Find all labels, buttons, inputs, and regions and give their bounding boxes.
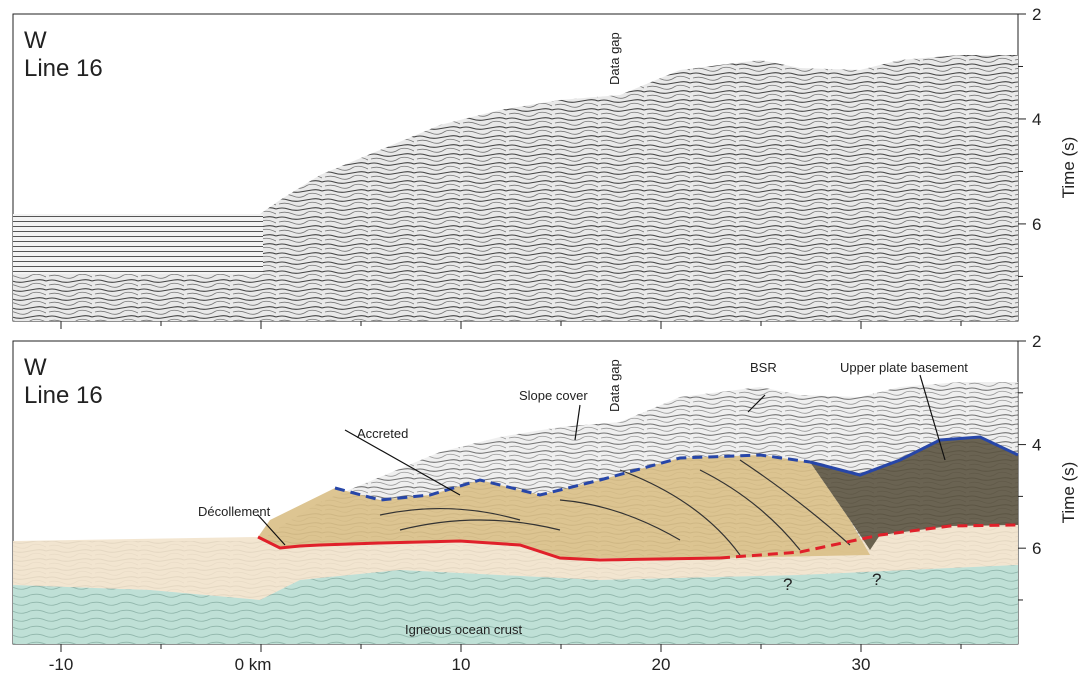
panel-subtitle: Line 16: [24, 382, 103, 409]
x-tick-label: 20: [652, 655, 671, 674]
bottom-panel: W Line 16 Data gap Slope cover BSR Upper…: [13, 341, 1018, 644]
top-panel: W Line 16 Data gap: [13, 14, 1018, 321]
annotation: Slope cover: [519, 388, 588, 403]
annotation: Igneous ocean crust: [405, 622, 522, 637]
figure: W Line 16 Data gap W Line 16 Data gap Sl…: [0, 0, 1083, 679]
x-tick-label: 30: [852, 655, 871, 674]
annotation: BSR: [750, 360, 777, 375]
x-tick-label: 10: [452, 655, 471, 674]
y-tick-label: 4: [1032, 110, 1041, 129]
annotation: Décollement: [198, 504, 271, 519]
y-axis-label: Time (s): [1059, 137, 1078, 199]
annotation: Data gap: [607, 32, 622, 85]
x-tick-label: -10: [49, 655, 74, 674]
panel-subtitle: Line 16: [24, 55, 103, 82]
seismic-flat: [13, 214, 263, 274]
x-tick-label: 0 km: [235, 655, 272, 674]
y-tick-label: 4: [1032, 436, 1041, 455]
panel-title: W: [24, 354, 47, 381]
y-tick-label: 2: [1032, 5, 1041, 24]
y-tick-label: 6: [1032, 539, 1041, 558]
annotation: ?: [872, 570, 881, 589]
annotation: Upper plate basement: [840, 360, 968, 375]
panel-title: W: [24, 27, 47, 54]
y-tick-label: 2: [1032, 332, 1041, 351]
annotation: ?: [783, 575, 792, 594]
y-axis-label: Time (s): [1059, 462, 1078, 524]
y-tick-label: 6: [1032, 215, 1041, 234]
annotation: Accreted: [357, 426, 408, 441]
annotation: Data gap: [607, 359, 622, 412]
